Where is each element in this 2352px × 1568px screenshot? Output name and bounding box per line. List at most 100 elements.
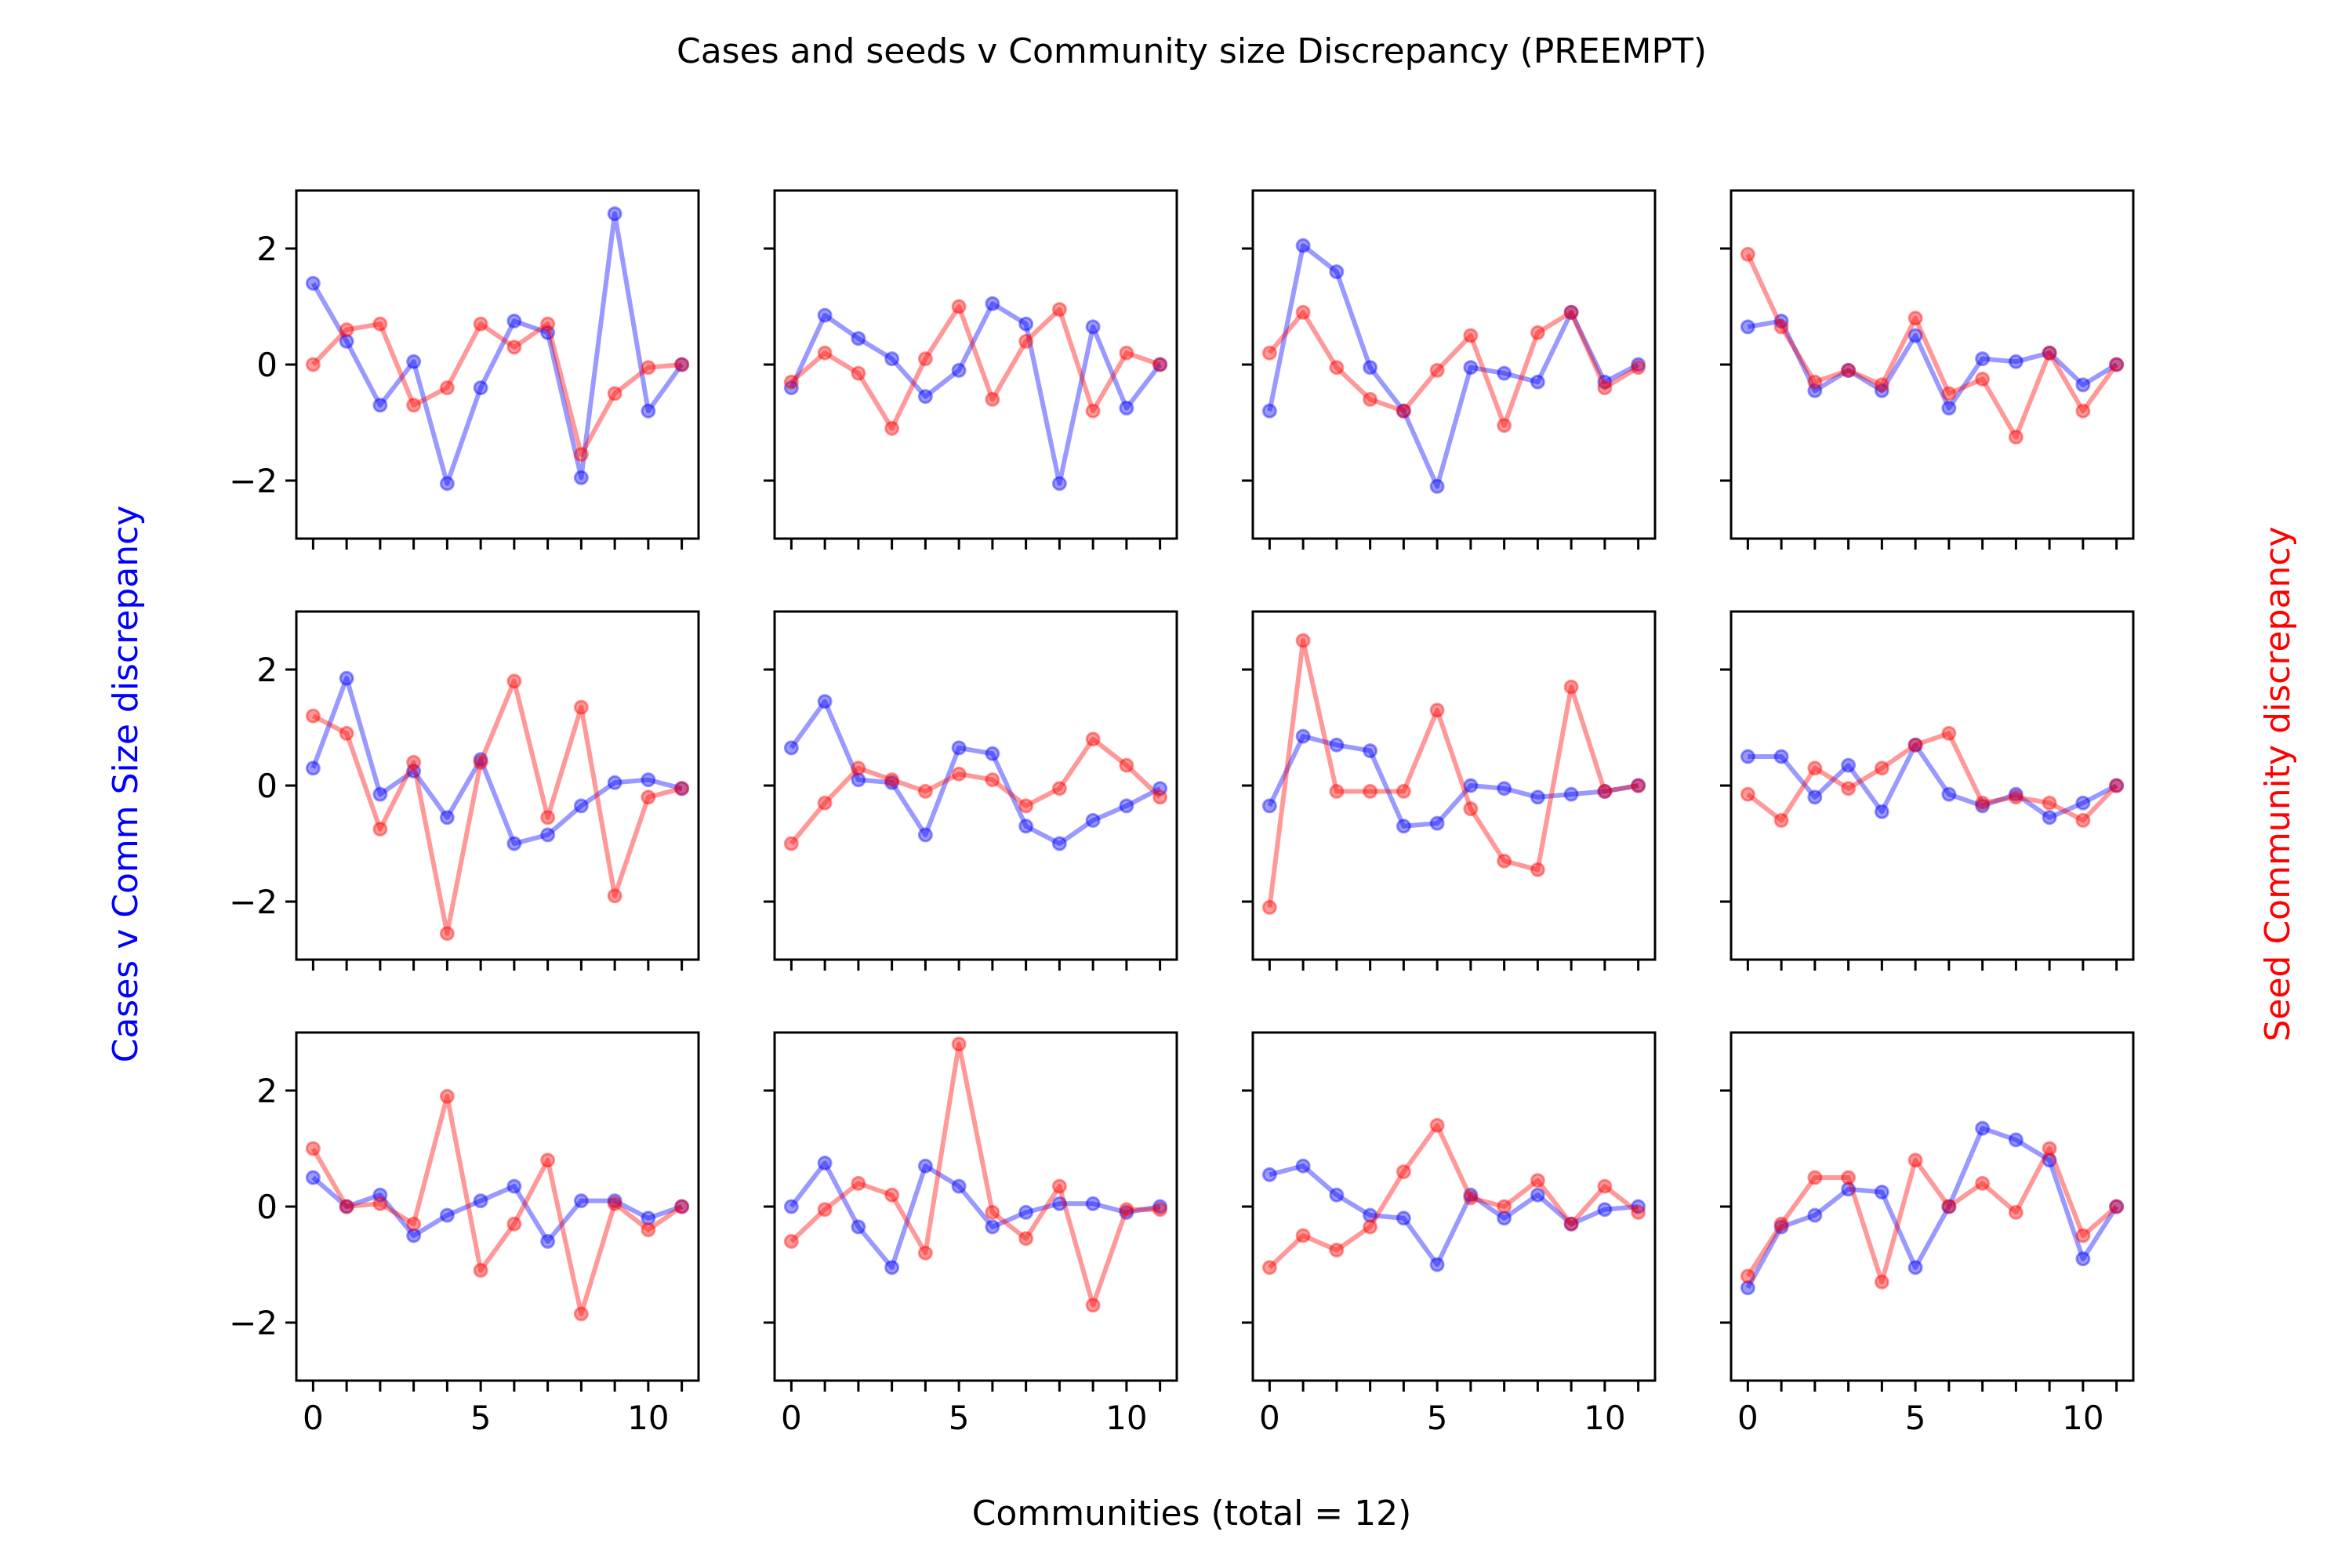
seeds-point — [2109, 778, 2125, 793]
cases-point — [540, 827, 556, 843]
cases-point — [1085, 812, 1101, 828]
seeds-point — [1463, 328, 1479, 343]
seeds-point — [540, 1152, 556, 1168]
seeds-series-line — [1746, 731, 2118, 823]
seeds-point — [1907, 1152, 1923, 1168]
cases-series-line — [789, 1160, 1161, 1270]
seeds-series-line — [789, 304, 1161, 431]
seeds-point — [372, 316, 388, 332]
cases-point — [1329, 737, 1345, 753]
cases-point — [506, 1178, 522, 1194]
subplot-2-4 — [1720, 610, 2135, 971]
cases-point — [1563, 786, 1579, 802]
seeds-point — [1085, 403, 1101, 419]
cases-series-line — [789, 301, 1163, 486]
cases-point — [2075, 795, 2091, 811]
seeds-point — [1807, 760, 1823, 776]
seeds-point — [2042, 345, 2057, 361]
cases-point — [1773, 1219, 1789, 1235]
cases-point — [884, 775, 900, 790]
seeds-point — [2008, 1204, 2024, 1220]
seeds-point — [985, 772, 1000, 788]
cases-point — [1152, 781, 1168, 797]
cases-point — [674, 1199, 690, 1214]
cases-point — [1051, 1196, 1067, 1211]
seeds-point — [1329, 360, 1345, 376]
seeds-point — [2008, 430, 2024, 445]
seeds-point — [1363, 1219, 1378, 1235]
cases-point — [1530, 374, 1545, 390]
seeds-point — [1530, 1173, 1545, 1189]
axes-frame — [295, 189, 700, 540]
cases-point — [2042, 810, 2057, 826]
cases-point — [851, 1219, 866, 1235]
seeds-point — [1874, 377, 1889, 393]
seeds-series-line — [789, 736, 1162, 845]
cases-point — [607, 775, 622, 790]
cases-point — [1295, 238, 1311, 253]
seeds-point — [1329, 1243, 1345, 1258]
left-y-axis-label: Cases v Comm Size discrepancy — [106, 506, 146, 1063]
cases-point — [641, 1210, 656, 1226]
cases-point — [1018, 818, 1034, 834]
cases-point — [1631, 778, 1646, 793]
cases-point — [1530, 1187, 1545, 1203]
seeds-point — [473, 754, 488, 770]
cases-point — [305, 1170, 321, 1185]
seeds-point — [1874, 1274, 1889, 1290]
cases-point — [1429, 1257, 1445, 1272]
seeds-point — [1363, 391, 1378, 407]
cases-point — [1429, 478, 1445, 494]
cases-point — [641, 772, 656, 788]
seeds-point — [1396, 1164, 1411, 1180]
seeds-point — [985, 391, 1000, 407]
y-tick-label: −2 — [229, 1304, 278, 1342]
seeds-series-line — [1268, 1123, 1640, 1269]
subplot-3-3: 0 5 10 — [1242, 1031, 1657, 1437]
seeds-point — [607, 888, 622, 904]
cases-point — [1841, 757, 1857, 773]
cases-point — [1085, 1196, 1101, 1211]
cases-point — [1152, 1199, 1168, 1214]
seeds-point — [1631, 360, 1646, 376]
cases-point — [1497, 781, 1512, 797]
cases-point — [406, 354, 422, 369]
seeds-point — [1807, 374, 1823, 390]
cases-point — [641, 403, 656, 419]
cases-point — [851, 331, 866, 347]
axes-frame — [1730, 189, 2135, 540]
seeds-point — [1941, 725, 1957, 741]
x-tick-label: 5 — [470, 1399, 492, 1437]
cases-series-line — [1747, 318, 2118, 411]
subplot-1-4 — [1720, 189, 2135, 550]
seeds-point — [1463, 801, 1479, 817]
seeds-point — [817, 345, 833, 361]
cases-point — [439, 810, 455, 826]
cases-point — [1907, 737, 1923, 753]
cases-point — [985, 296, 1000, 311]
cases-point — [783, 1199, 799, 1214]
seeds-point — [506, 339, 522, 355]
y-tick-label: 2 — [256, 1072, 278, 1110]
seeds-point — [2075, 1228, 2091, 1243]
seeds-point — [674, 357, 690, 372]
y-tick-label: 0 — [256, 1188, 278, 1226]
x-tick-label: 5 — [1905, 1399, 1926, 1437]
seeds-point — [1018, 798, 1034, 814]
seeds-point — [1841, 362, 1857, 378]
cases-point — [473, 380, 488, 396]
cases-point — [2109, 1199, 2125, 1214]
cases-point — [506, 836, 522, 851]
seeds-point — [305, 1141, 321, 1156]
cases-point — [607, 1193, 622, 1209]
seeds-point — [1497, 1199, 1512, 1214]
seeds-point — [473, 1262, 488, 1278]
cases-series-line — [311, 1175, 683, 1244]
seeds-point — [1841, 781, 1857, 797]
cases-point — [1261, 798, 1277, 814]
cases-point — [1907, 328, 1923, 343]
axes-frame — [1251, 610, 1657, 961]
seeds-point — [1597, 380, 1613, 396]
seeds-series-line — [1267, 638, 1639, 908]
